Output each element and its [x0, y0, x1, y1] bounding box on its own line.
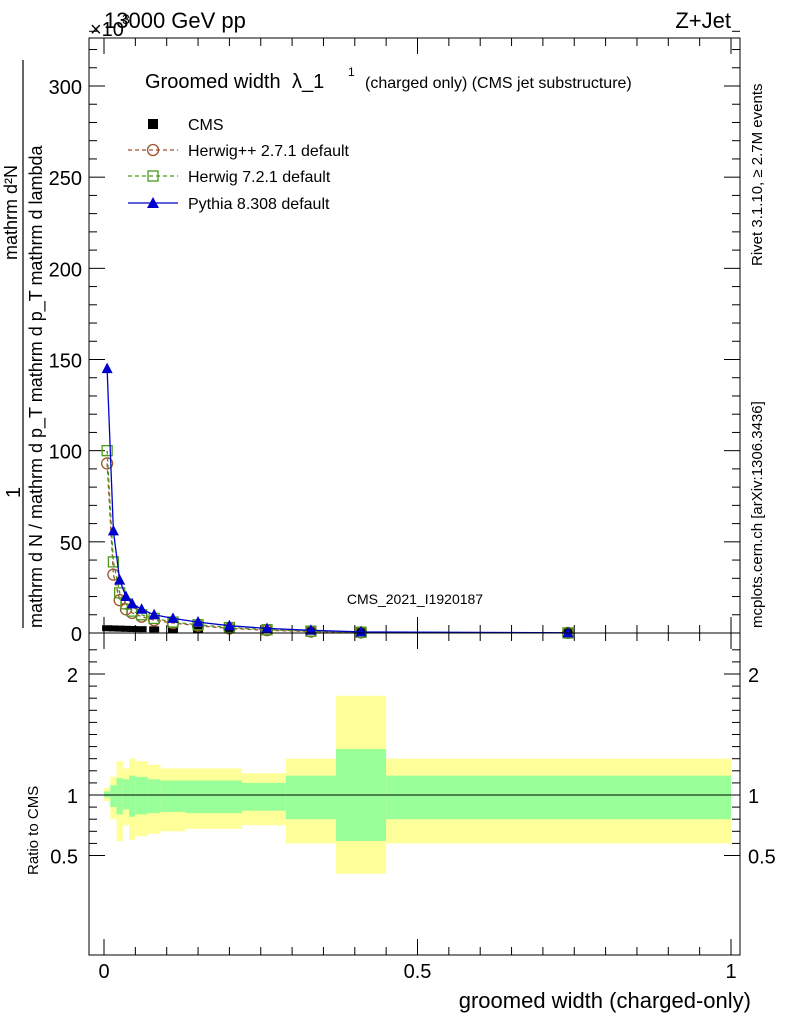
data-point-pythia	[223, 619, 235, 631]
data-point-pythia	[107, 524, 119, 536]
main-title: Groomed width λ_1 1 (charged only) (CMS …	[145, 65, 632, 93]
data-point-pythia	[136, 603, 148, 614]
ratio-ytick-label-right: 1	[748, 786, 759, 808]
ratio-ytick-label: 2	[67, 665, 78, 687]
data-point-pythia	[114, 574, 126, 585]
legend-label-pythia: Pythia 8.308 default	[188, 196, 330, 213]
main-ytick-label: 300	[49, 77, 82, 99]
ratio-band-inner	[285, 775, 336, 820]
legend-marker-herwig7	[147, 170, 159, 182]
main-ytick-label: 150	[49, 351, 82, 373]
data-point-pythia	[355, 625, 367, 637]
ratio-band-inner	[160, 780, 186, 812]
ratio-ytick-label-right: 0.5	[748, 847, 776, 869]
ratio-xtick-label: 0.5	[404, 961, 432, 983]
watermark: CMS_2021_I1920187	[347, 591, 483, 607]
ratio-xtick-label: 1	[725, 961, 736, 983]
data-point-herwig7	[101, 445, 113, 457]
legend-marker-herwigpp	[146, 143, 160, 157]
legend-marker-cms	[148, 119, 158, 129]
series-line-2	[106, 450, 569, 634]
ratio-band-inner	[116, 778, 123, 815]
main-ytick-label: 0	[71, 624, 82, 646]
main-title-text: Groomed width	[145, 71, 281, 93]
main-series-layer	[100, 362, 575, 640]
ratio-bands-layer	[104, 695, 731, 874]
ratio-band-inner	[129, 775, 136, 817]
data-point-pythia	[167, 612, 179, 623]
ratio-band-inner	[135, 776, 148, 815]
data-point-cms	[136, 626, 147, 633]
legend-entry-cms: CMS	[148, 117, 224, 134]
x-axis-label: groomed width (charged-only)	[459, 988, 751, 1013]
legend-label-herwig7: Herwig 7.2.1 default	[188, 169, 331, 186]
ratio-band-inner	[122, 779, 130, 810]
process-label: Z+Jet	[675, 8, 731, 33]
main-subtitle: (charged only) (CMS jet substructure)	[365, 75, 632, 92]
ratio-ylabel: Ratio to CMS	[25, 786, 42, 875]
main-ytick-label: 250	[49, 168, 82, 190]
legend-label-herwigpp: Herwig++ 2.7.1 default	[188, 143, 350, 160]
beam-label: 13000 GeV pp	[104, 8, 246, 33]
ratio-band-inner	[147, 779, 161, 814]
data-point-pythia	[192, 616, 204, 627]
main-plot-frame	[88, 37, 741, 634]
ratio-xtick-label: 0	[98, 961, 109, 983]
ratio-band-inner	[104, 791, 111, 798]
legend-entry-pythia: Pythia 8.308 default	[128, 196, 330, 213]
ratio-ytick-label: 1	[67, 786, 78, 808]
ylabel-denominator: mathrm d N / mathrm d p_T mathrm d p_T m…	[26, 145, 47, 628]
rivet-label: Rivet 3.1.10, ≥ 2.7M events	[749, 84, 766, 267]
data-point-cms	[102, 625, 113, 632]
ratio-band-inner	[386, 775, 731, 820]
ratio-axis-ticks: 0.5 0.5 1 1 2 2 0 0.5 1	[50, 633, 776, 983]
data-point-pythia	[120, 590, 132, 602]
main-ytick-label: 50	[60, 533, 82, 555]
series-line-3	[106, 368, 569, 634]
data-point-pythia	[148, 608, 160, 620]
legend-marker-pythia	[147, 197, 159, 208]
main-title-superscript: 1	[348, 65, 355, 79]
data-point-pythia	[305, 624, 317, 635]
legend-entry-herwig7: Herwig 7.2.1 default	[128, 169, 331, 186]
main-title-symbol: λ_1	[292, 71, 324, 93]
data-point-pythia	[126, 597, 138, 609]
exponent-power: 3	[122, 11, 130, 27]
main-ytick-label: 200	[49, 259, 82, 281]
ylabel-top-right: mathrm d²N	[1, 165, 21, 260]
ratio-band-inner	[241, 782, 286, 811]
ratio-ytick-label-right: 2	[748, 665, 759, 687]
legend-entry-herwigpp: Herwig++ 2.7.1 default	[128, 143, 350, 160]
data-point-cms	[108, 625, 119, 632]
ratio-band-inner	[110, 785, 117, 808]
ratio-ytick-label: 0.5	[50, 847, 78, 869]
legend: CMS Herwig++ 2.7.1 default Herwig 7.2.1 …	[128, 117, 350, 213]
legend-label-cms: CMS	[188, 117, 224, 134]
data-point-cms	[167, 626, 178, 633]
data-point-cms	[120, 625, 131, 632]
series-line-1	[106, 463, 569, 634]
data-point-pythia	[101, 362, 113, 374]
ylabel-numerator: 1	[3, 487, 25, 498]
data-point-herwig7	[107, 556, 120, 568]
ratio-plot-frame	[88, 632, 741, 956]
data-point-pythia	[562, 626, 574, 638]
data-point-pythia	[261, 622, 273, 633]
mcplots-label: mcplots.cern.ch [arXiv:1306.3436]	[749, 401, 766, 628]
data-point-cms	[149, 626, 160, 633]
main-ytick-label: 100	[49, 442, 82, 464]
data-point-cms	[127, 625, 138, 632]
exponent-prefix: ×10	[90, 19, 124, 41]
ratio-band-inner	[185, 780, 242, 814]
data-point-cms	[114, 625, 125, 632]
